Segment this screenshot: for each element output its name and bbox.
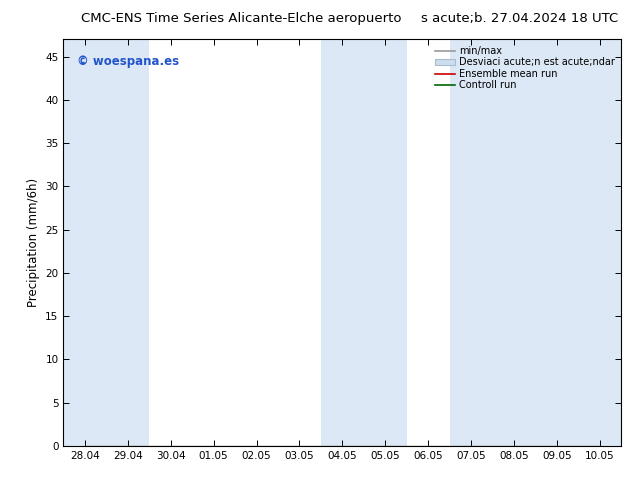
Bar [364,39,407,446]
Bar [493,39,536,446]
Text: CMC-ENS Time Series Alicante-Elche aeropuerto: CMC-ENS Time Series Alicante-Elche aerop… [81,12,401,25]
Y-axis label: Precipitation (mm/6h): Precipitation (mm/6h) [27,178,40,307]
Text: s acute;b. 27.04.2024 18 UTC: s acute;b. 27.04.2024 18 UTC [421,12,619,25]
Bar [107,39,149,446]
Text: © woespana.es: © woespana.es [77,55,179,69]
Bar [536,39,578,446]
Bar [63,39,107,446]
Bar [450,39,493,446]
Legend: min/max, Desviaci acute;n est acute;ndar, Ensemble mean run, Controll run: min/max, Desviaci acute;n est acute;ndar… [434,44,616,92]
Bar [578,39,621,446]
Bar [321,39,364,446]
